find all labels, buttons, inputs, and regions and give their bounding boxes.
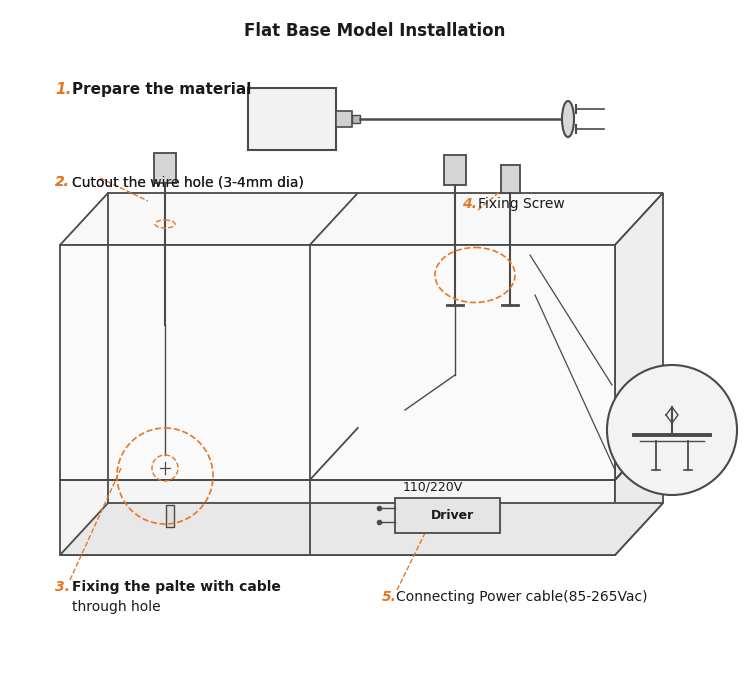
Bar	[500, 165, 520, 193]
Text: Cutout the wire hole (3-4mm dia): Cutout the wire hole (3-4mm dia)	[72, 175, 304, 189]
Text: 2.: 2.	[55, 175, 70, 189]
Text: Fixing Screw: Fixing Screw	[478, 197, 565, 211]
Text: 3.: 3.	[55, 580, 70, 594]
Text: Connecting Power cable(85-265Vac): Connecting Power cable(85-265Vac)	[396, 590, 647, 604]
Circle shape	[607, 365, 737, 495]
Bar	[248, 88, 336, 150]
Bar	[154, 153, 176, 183]
Text: through hole: through hole	[72, 600, 160, 614]
Text: 2.: 2.	[55, 175, 70, 189]
Polygon shape	[615, 193, 663, 480]
Bar	[336, 111, 352, 127]
Text: Cutout the wire hole (3-4mm dia): Cutout the wire hole (3-4mm dia)	[72, 175, 304, 189]
Bar	[60, 245, 615, 480]
Bar	[352, 115, 360, 123]
Ellipse shape	[562, 101, 574, 137]
Polygon shape	[60, 193, 663, 245]
Bar	[444, 155, 466, 185]
Bar	[395, 498, 500, 533]
Text: Driver: Driver	[430, 509, 474, 522]
Text: Fixing the palte with cable: Fixing the palte with cable	[72, 580, 280, 594]
Text: Flat Base Model Installation: Flat Base Model Installation	[244, 22, 506, 40]
Bar	[60, 480, 615, 555]
Text: 5.: 5.	[382, 590, 397, 604]
Text: 110/220V: 110/220V	[403, 481, 464, 494]
Bar	[166, 505, 174, 527]
Text: 1.: 1.	[55, 82, 71, 97]
Text: Prepare the material: Prepare the material	[72, 82, 251, 97]
Bar	[448, 505, 456, 527]
Polygon shape	[60, 503, 663, 555]
Polygon shape	[615, 428, 663, 555]
Text: 4.: 4.	[462, 197, 477, 211]
